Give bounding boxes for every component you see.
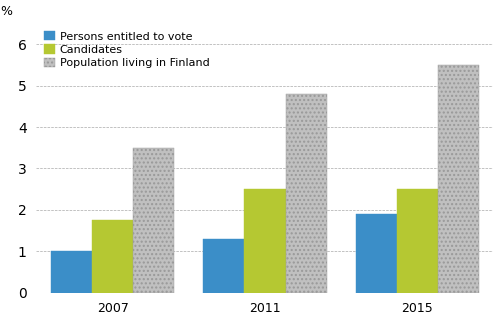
Bar <box>92 220 133 293</box>
Bar <box>356 214 397 293</box>
Bar <box>133 148 174 293</box>
Text: %: % <box>0 5 12 18</box>
Bar <box>285 94 327 293</box>
Bar <box>203 239 245 293</box>
Bar <box>397 189 438 293</box>
Bar <box>438 65 479 293</box>
Bar <box>51 251 92 293</box>
Legend: Persons entitled to vote, Candidates, Population living in Finland: Persons entitled to vote, Candidates, Po… <box>42 29 212 70</box>
Bar <box>245 189 285 293</box>
